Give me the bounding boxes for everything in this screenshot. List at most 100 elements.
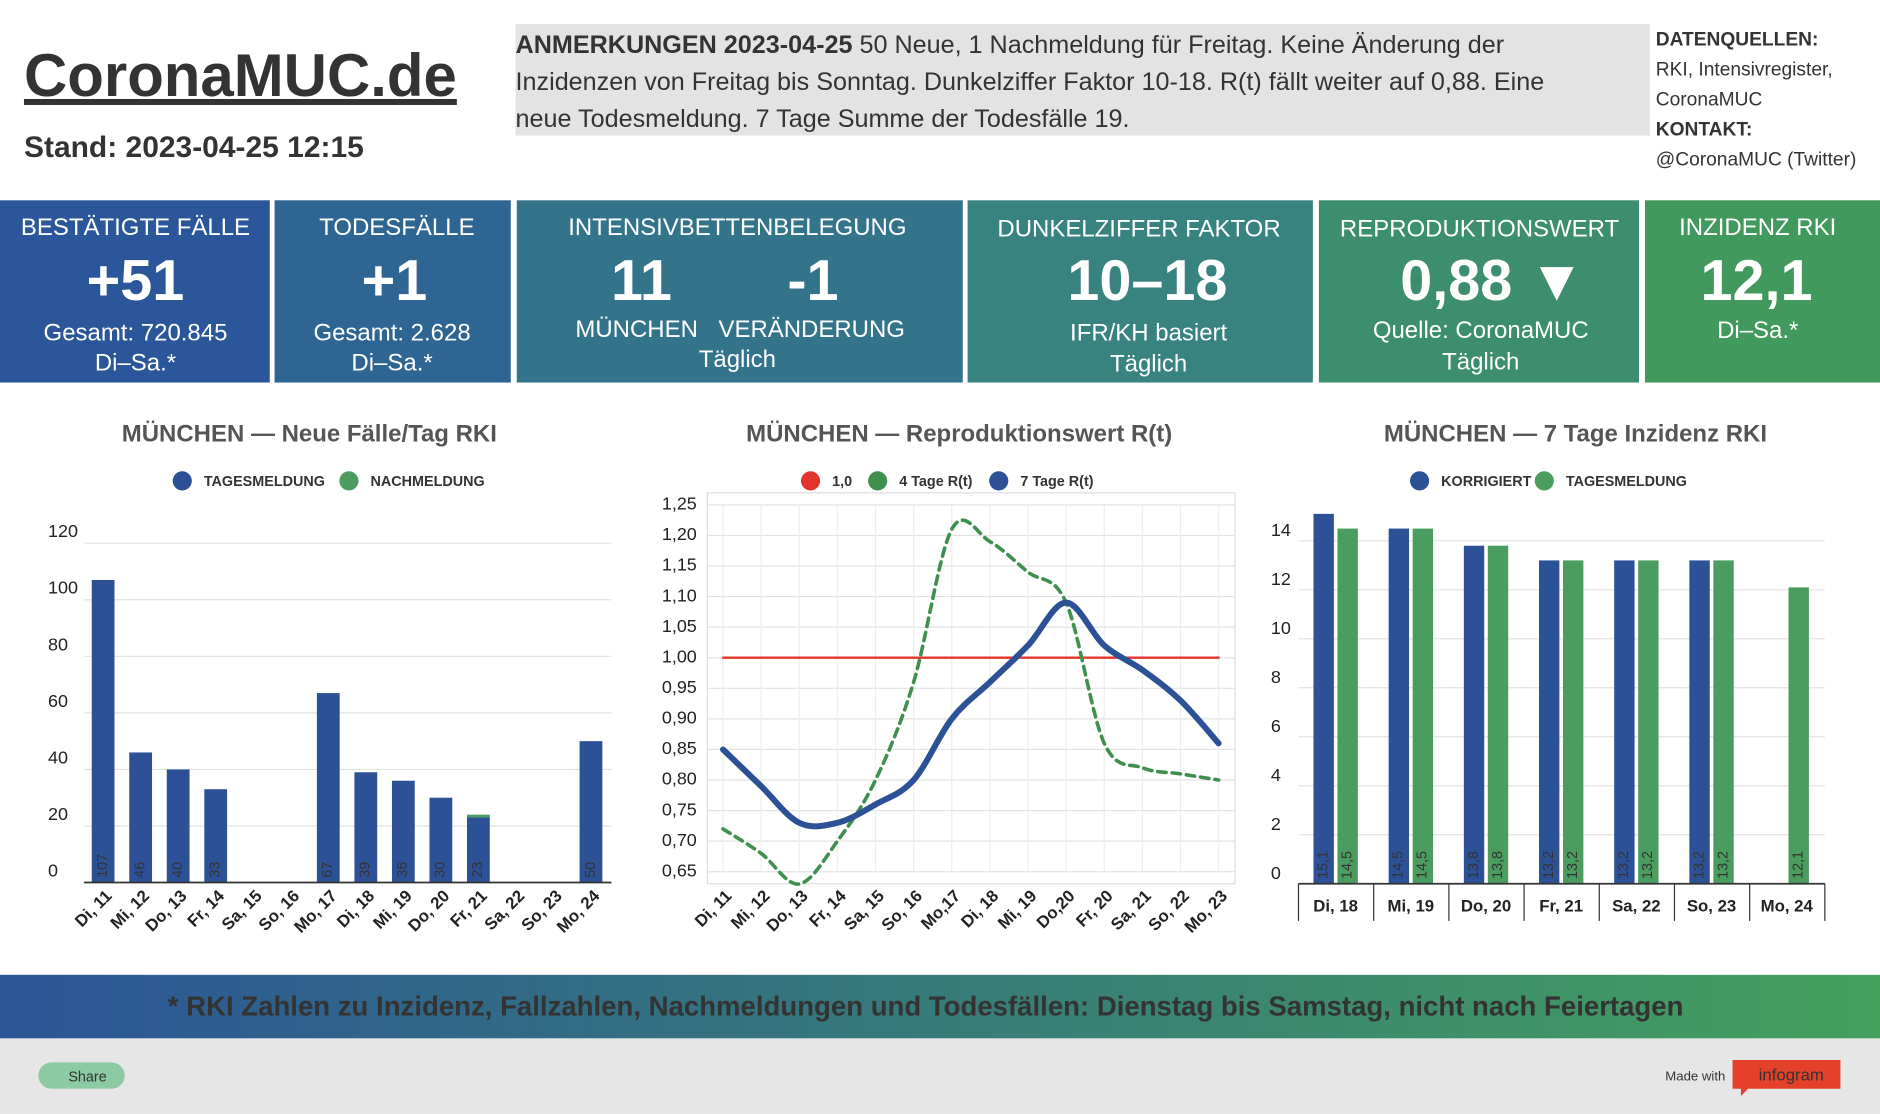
tile-line: Täglich xyxy=(699,346,776,373)
x-tick-label: Do, 20 xyxy=(1461,896,1511,915)
footer-note: * RKI Zahlen zu Inzidenz, Fallzahlen, Na… xyxy=(168,991,1684,1022)
y-tick-label: 0,65 xyxy=(662,860,697,880)
site-title[interactable]: CoronaMUC.de xyxy=(24,42,457,109)
chart-title: MÜNCHEN — Neue Fälle/Tag RKI xyxy=(122,420,497,447)
y-tick-label: 1,10 xyxy=(662,585,697,605)
bar xyxy=(1788,587,1809,884)
tile-line: Täglich xyxy=(1442,348,1519,375)
y-tick-label: 0 xyxy=(1271,863,1281,883)
legend-label: 4 Tage R(t) xyxy=(899,474,972,490)
value-label: 13,2 xyxy=(1616,851,1632,879)
footer-band xyxy=(0,974,1880,1039)
tile-line: Quelle: CoronaMUC xyxy=(1373,317,1589,344)
value-label: 13,2 xyxy=(1640,851,1656,879)
y-tick-label: 60 xyxy=(48,691,68,711)
share-label[interactable]: Share xyxy=(68,1070,106,1086)
value-label: 13,2 xyxy=(1565,851,1581,879)
tile-title: REPRODUKTIONSWERT xyxy=(1340,215,1620,242)
value-label: 12,1 xyxy=(1791,851,1807,879)
value-label: 14,5 xyxy=(1391,851,1407,879)
y-tick-label: 1,25 xyxy=(662,494,697,514)
notes-label: ANMERKUNGEN 2023-04-25 xyxy=(516,31,853,59)
x-tick-label: So, 23 xyxy=(1687,896,1736,915)
legend-label: 1,0 xyxy=(832,474,852,490)
y-tick-label: 0 xyxy=(48,860,58,880)
value-label: 14,5 xyxy=(1339,851,1355,879)
y-tick-label: 1,20 xyxy=(662,524,697,544)
y-tick-label: 0,90 xyxy=(662,708,697,728)
legend-marker xyxy=(1534,471,1554,491)
y-tick-label: 20 xyxy=(48,804,68,824)
y-tick-label: 8 xyxy=(1271,667,1281,687)
bar xyxy=(1487,545,1509,884)
value-label: 13,2 xyxy=(1691,851,1707,879)
tile-line: Gesamt: 2.628 xyxy=(313,320,470,347)
tile xyxy=(0,200,270,383)
tile-title: INTENSIVBETTENBELEGUNG xyxy=(568,214,906,241)
notes-box xyxy=(515,24,1650,136)
legend-label: TAGESMELDUNG xyxy=(1566,474,1687,490)
share-button[interactable] xyxy=(38,1062,125,1089)
value-label: 39 xyxy=(358,862,374,878)
y-tick-label: 6 xyxy=(1271,716,1281,736)
tile-title: BESTÄTIGTE FÄLLE xyxy=(21,214,250,241)
bar xyxy=(129,752,153,883)
sources-text: RKI, Intensivregister, xyxy=(1656,60,1833,81)
brand[interactable]: infogram xyxy=(1759,1065,1824,1084)
y-tick-label: 12 xyxy=(1271,569,1291,589)
y-tick-label: 100 xyxy=(48,578,78,598)
bar xyxy=(316,693,340,883)
tile-value: 12,1 xyxy=(1700,249,1812,313)
value-label: 13,2 xyxy=(1541,851,1557,879)
value-label: 13,8 xyxy=(1490,851,1506,879)
bar xyxy=(1689,560,1710,884)
notes-text: 50 Neue, 1 Nachmeldung für Freitag. Kein… xyxy=(859,31,1504,59)
value-label: 23 xyxy=(470,862,486,878)
tile-value: -1 xyxy=(787,249,838,313)
bar xyxy=(429,797,453,883)
y-tick-label: 0,80 xyxy=(662,769,697,789)
plot-frame xyxy=(706,492,1236,885)
chart-title: MÜNCHEN — Reproduktionswert R(t) xyxy=(746,420,1172,447)
value-label: 30 xyxy=(433,862,449,878)
sources-label: DATENQUELLEN: xyxy=(1656,30,1819,51)
tile-title: TODESFÄLLE xyxy=(319,214,474,241)
made-with: Made with xyxy=(1665,1068,1725,1083)
x-tick-label: Di, 18 xyxy=(1313,896,1358,915)
value-label: 13,2 xyxy=(1715,851,1731,879)
value-label: 50 xyxy=(583,862,599,878)
value-label: 33 xyxy=(207,862,223,878)
y-tick-label: 10 xyxy=(1271,618,1291,638)
tile-title: INZIDENZ RKI xyxy=(1679,214,1836,241)
value-label: 13,8 xyxy=(1466,851,1482,879)
stand: Stand: 2023-04-25 12:15 xyxy=(24,131,364,164)
contact-label: KONTAKT: xyxy=(1656,120,1753,141)
y-tick-label: 4 xyxy=(1271,765,1281,785)
legend-label: 7 Tage R(t) xyxy=(1020,474,1093,490)
tile-value: +51 xyxy=(87,249,185,313)
value-label: 46 xyxy=(132,862,148,878)
tile-line: Täglich xyxy=(1110,351,1187,378)
tile-line: Gesamt: 720.845 xyxy=(44,320,228,347)
y-tick-label: 1,05 xyxy=(662,616,697,636)
y-tick-label: 1,15 xyxy=(662,555,697,575)
y-tick-label: 1,00 xyxy=(662,646,697,666)
legend-marker xyxy=(172,471,192,491)
contact[interactable]: @CoronaMUC (Twitter) xyxy=(1656,150,1857,171)
tile-line: Di–Sa.* xyxy=(351,350,432,377)
y-tick-label: 0,70 xyxy=(662,830,697,850)
legend-marker xyxy=(339,471,359,491)
bar xyxy=(354,772,378,883)
bar xyxy=(1412,528,1434,884)
bar xyxy=(1638,560,1659,884)
tile xyxy=(516,200,963,383)
bar xyxy=(91,579,115,883)
legend-marker xyxy=(1410,471,1430,491)
bar xyxy=(467,817,490,883)
tile-line: Di–Sa.* xyxy=(95,350,176,377)
y-tick-label: 0,95 xyxy=(662,677,697,697)
bar xyxy=(1614,560,1635,884)
brand-tag[interactable] xyxy=(1732,1059,1841,1096)
